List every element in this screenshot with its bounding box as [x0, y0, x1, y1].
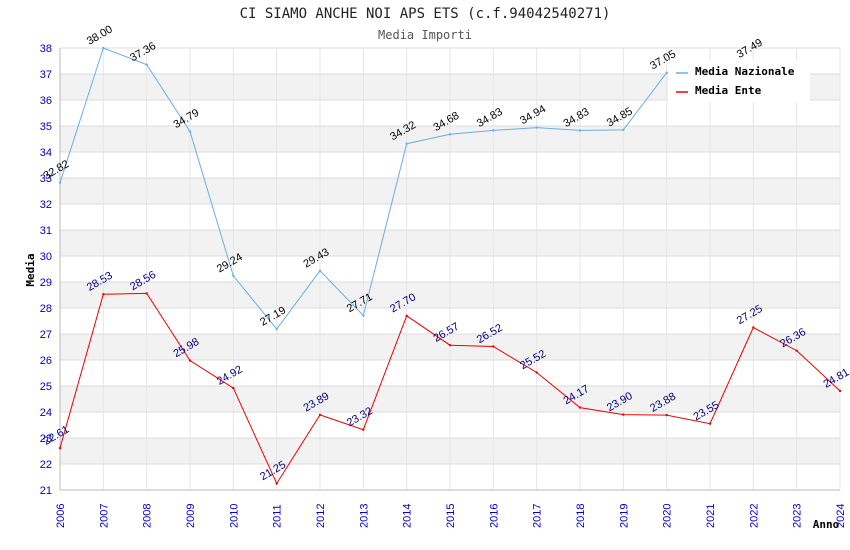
data-point-media-ente — [145, 292, 148, 295]
data-point-media-ente — [318, 413, 322, 417]
data-point-media-ente — [752, 326, 755, 329]
data-point-media-ente — [448, 343, 452, 347]
data-point-media-ente — [405, 314, 408, 317]
y-axis-label: Media — [24, 253, 37, 286]
data-point-media-nazionale — [58, 181, 62, 184]
data-point-media-ente — [188, 359, 192, 362]
data-point-media-nazionale — [102, 46, 105, 50]
y-tick-label: 24 — [40, 407, 52, 419]
x-tick-label: 2013 — [358, 504, 370, 528]
y-tick-label: 33 — [40, 173, 52, 185]
x-tick-label: 2006 — [55, 504, 67, 528]
x-tick-label: 2010 — [228, 504, 240, 528]
x-tick-label: 2020 — [662, 504, 674, 528]
y-tick-label: 37 — [40, 69, 52, 81]
y-tick-label: 35 — [40, 121, 52, 133]
data-point-media-nazionale — [275, 327, 278, 331]
data-point-media-nazionale — [622, 128, 625, 132]
data-label-media-nazionale: 38.00 — [85, 23, 115, 47]
x-axis-label: Anno — [813, 518, 840, 531]
legend: Media Nazionale Media Ente — [668, 60, 810, 102]
data-point-media-nazionale — [448, 133, 452, 136]
x-tick-label: 2012 — [315, 504, 327, 528]
x-tick-label: 2008 — [142, 504, 154, 528]
data-point-media-ente — [102, 293, 105, 296]
x-tick-label: 2014 — [402, 504, 414, 528]
chart-subtitle: Media Importi — [378, 28, 472, 42]
data-point-media-nazionale — [318, 269, 322, 273]
y-tick-label: 34 — [40, 147, 52, 159]
data-point-media-nazionale — [362, 314, 365, 317]
series-layer — [58, 46, 842, 485]
data-point-media-ente — [362, 428, 365, 431]
y-tick-label: 29 — [40, 277, 52, 289]
y-tick-label: 21 — [40, 485, 52, 497]
chart-title: CI SIAMO ANCHE NOI APS ETS (c.f.94042540… — [240, 6, 611, 22]
data-point-media-ente — [492, 345, 495, 348]
y-axis-ticks: 21 22 23 24 25 26 27 28 29 30 31 32 33 34 35 36 37 38 — [40, 43, 52, 497]
x-tick-label: 2011 — [272, 504, 284, 528]
data-point-media-nazionale — [232, 274, 235, 277]
data-label-media-ente: 24.92 — [215, 364, 245, 388]
x-tick-label: 2023 — [792, 504, 804, 528]
x-tick-label: 2016 — [488, 504, 500, 528]
y-tick-label: 28 — [40, 303, 52, 315]
data-point-media-ente — [578, 406, 582, 409]
data-point-media-nazionale — [492, 129, 495, 132]
data-point-media-ente — [708, 422, 712, 425]
y-tick-label: 31 — [40, 225, 52, 237]
data-label-media-nazionale: 34.94 — [518, 103, 548, 127]
data-point-media-ente — [58, 446, 62, 450]
data-point-media-ente — [232, 386, 235, 390]
x-tick-label: 2024 — [835, 504, 847, 528]
y-tick-label: 26 — [40, 355, 52, 367]
x-tick-label: 2015 — [445, 504, 457, 528]
data-point-media-ente — [535, 371, 538, 374]
data-point-media-nazionale — [535, 126, 538, 129]
data-point-media-ente — [275, 482, 278, 485]
data-point-media-nazionale — [665, 71, 668, 74]
data-point-media-nazionale — [578, 129, 582, 132]
legend-box — [668, 60, 810, 102]
y-tick-label: 32 — [40, 199, 52, 211]
data-label-media-nazionale: 37.36 — [128, 40, 158, 64]
x-tick-label: 2009 — [185, 504, 197, 528]
y-tick-label: 23 — [40, 433, 52, 445]
y-tick-label: 25 — [40, 381, 52, 393]
y-tick-label: 22 — [40, 459, 52, 471]
legend-label-media-nazionale: Media Nazionale — [695, 65, 795, 78]
x-tick-label: 2022 — [748, 504, 760, 528]
x-tick-label: 2021 — [705, 504, 717, 528]
data-point-media-ente — [795, 349, 798, 352]
data-point-media-ente — [838, 389, 842, 393]
x-axis-ticks: 2006 2007 2008 2009 2010 2011 2012 2013 2014 2015… — [55, 504, 847, 528]
data-label-media-nazionale: 37.49 — [735, 37, 765, 61]
y-tick-label: 36 — [40, 95, 52, 107]
x-tick-label: 2007 — [98, 504, 110, 528]
data-point-media-ente — [665, 413, 668, 417]
legend-label-media-ente: Media Ente — [695, 84, 762, 97]
y-tick-label: 27 — [40, 329, 52, 341]
x-tick-label: 2017 — [532, 504, 544, 528]
x-tick-label: 2018 — [575, 504, 587, 528]
x-tick-label: 2019 — [618, 504, 630, 528]
data-point-media-nazionale — [145, 63, 148, 66]
y-tick-label: 30 — [40, 251, 52, 263]
y-tick-label: 38 — [40, 43, 52, 55]
data-point-media-nazionale — [405, 142, 408, 145]
data-point-media-ente — [622, 413, 625, 416]
data-point-media-nazionale — [188, 130, 192, 133]
